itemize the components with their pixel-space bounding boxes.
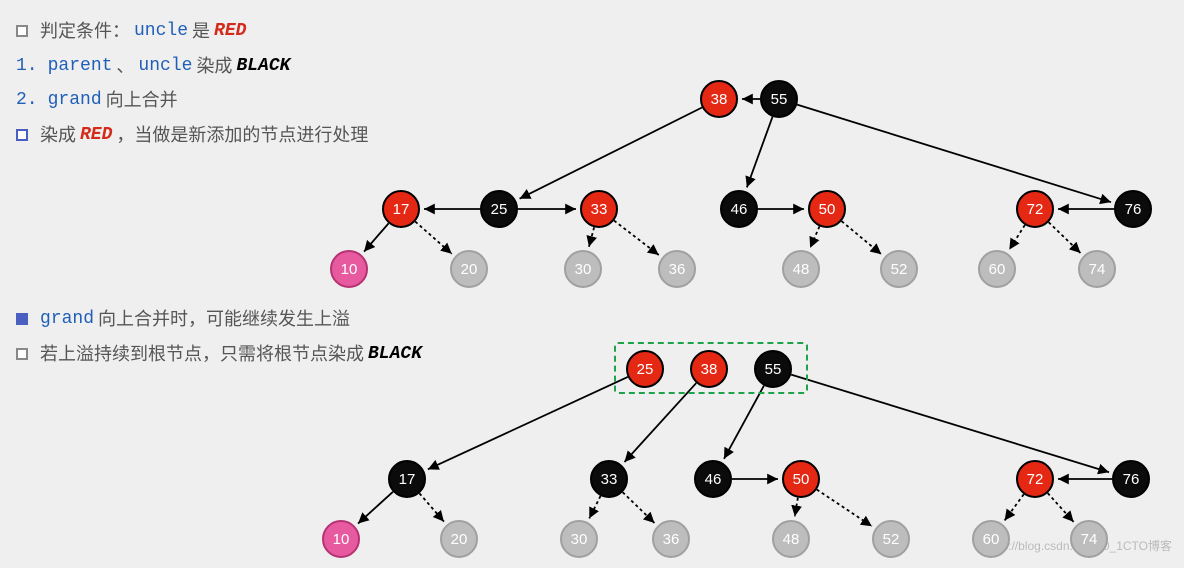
text: 、 xyxy=(116,51,134,82)
bullet-icon xyxy=(16,313,28,325)
tree-node-33: 33 xyxy=(590,460,628,498)
tree-node-52: 52 xyxy=(872,520,910,558)
tree-node-74: 74 xyxy=(1070,520,1108,558)
code-parent: parent xyxy=(48,51,113,82)
bullet-icon xyxy=(16,348,28,360)
line-condition: 判定条件： uncle 是 RED xyxy=(16,16,1168,47)
step-number: 1. xyxy=(16,51,38,82)
keyword-black: BLACK xyxy=(236,51,290,82)
tree-node-46: 46 xyxy=(694,460,732,498)
bullet-icon xyxy=(16,129,28,141)
tree-node-36: 36 xyxy=(652,520,690,558)
tree-node-46: 46 xyxy=(720,190,758,228)
tree-node-30: 30 xyxy=(560,520,598,558)
tree-node-72: 72 xyxy=(1016,460,1054,498)
tree-node-17: 17 xyxy=(382,190,420,228)
tree-node-60: 60 xyxy=(978,250,1016,288)
tree-node-25: 25 xyxy=(480,190,518,228)
text: 染成 xyxy=(196,51,232,82)
tree-node-38: 38 xyxy=(690,350,728,388)
tree-node-33: 33 xyxy=(580,190,618,228)
tree-node-17: 17 xyxy=(388,460,426,498)
tree-node-25: 25 xyxy=(626,350,664,388)
tree-node-20: 20 xyxy=(450,250,488,288)
bullet-icon xyxy=(16,25,28,37)
tree-node-50: 50 xyxy=(782,460,820,498)
tree-node-10: 10 xyxy=(330,250,368,288)
code-grand: grand xyxy=(48,85,102,116)
code-uncle: uncle xyxy=(134,16,188,47)
tree-node-72: 72 xyxy=(1016,190,1054,228)
text: 判定条件： xyxy=(40,16,130,47)
tree-node-20: 20 xyxy=(440,520,478,558)
keyword-red: RED xyxy=(214,16,246,47)
tree-node-55: 55 xyxy=(754,350,792,388)
text: 是 xyxy=(192,16,210,47)
tree-node-52: 52 xyxy=(880,250,918,288)
code-uncle: uncle xyxy=(138,51,192,82)
tree-node-48: 48 xyxy=(772,520,810,558)
text: 向上合并 xyxy=(106,85,178,116)
tree-node-60: 60 xyxy=(972,520,1010,558)
tree-node-48: 48 xyxy=(782,250,820,288)
text: 染成 xyxy=(40,120,76,151)
tree-node-74: 74 xyxy=(1078,250,1116,288)
tree-node-50: 50 xyxy=(808,190,846,228)
tree-node-36: 36 xyxy=(658,250,696,288)
tree-node-30: 30 xyxy=(564,250,602,288)
tree-node-76: 76 xyxy=(1114,190,1152,228)
code-grand: grand xyxy=(40,304,94,335)
step-number: 2. xyxy=(16,85,38,116)
tree-node-38: 38 xyxy=(700,80,738,118)
tree-node-76: 76 xyxy=(1112,460,1150,498)
keyword-red: RED xyxy=(80,120,112,151)
tree-node-55: 55 xyxy=(760,80,798,118)
tree-node-10: 10 xyxy=(322,520,360,558)
